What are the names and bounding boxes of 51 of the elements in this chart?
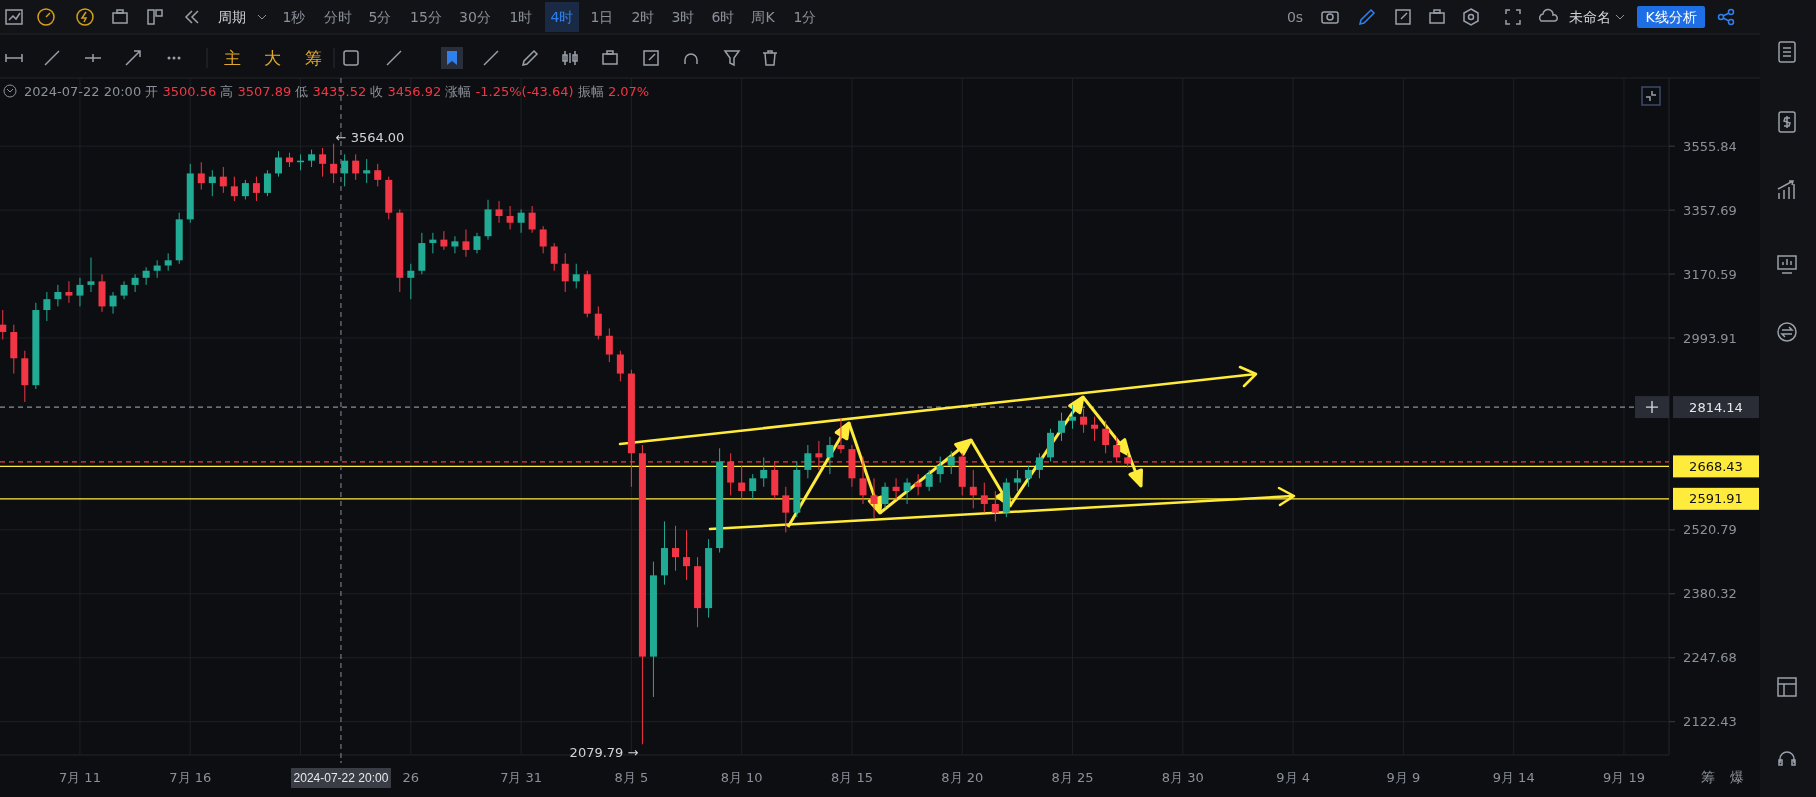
x-tick-label: 7月 11	[58, 769, 101, 785]
annotation: ← 3564.00	[335, 130, 405, 146]
x-tick-label: 8月 30	[1161, 769, 1204, 785]
text: 周期	[218, 8, 246, 25]
text: 30分	[459, 8, 491, 25]
x-tick-label: 9月 4	[1276, 769, 1310, 785]
text: 5分	[368, 8, 392, 25]
text: 1秒	[282, 8, 306, 25]
x-tick-label: 26	[402, 769, 420, 785]
ref-line-label: 2814.14	[1689, 399, 1743, 415]
text: 6时	[711, 8, 735, 25]
x-tick-label: 8月 20	[941, 769, 984, 785]
x-tick-label: 9月 19	[1602, 769, 1645, 785]
y-tick-label: 2993.91	[1683, 330, 1737, 346]
text: 分时	[324, 8, 352, 25]
text: 爆	[1730, 768, 1744, 785]
text: 2时	[631, 8, 655, 25]
x-tick-label: 9月 14	[1492, 769, 1535, 785]
y-tick-label: 2247.68	[1683, 650, 1737, 666]
ref-line-label: 2024-07-22 20:00	[293, 771, 389, 786]
x-tick-label: 8月 5	[614, 769, 649, 785]
y-tick-label: 2122.43	[1683, 714, 1737, 730]
y-tick-label: 3170.59	[1683, 266, 1737, 282]
x-tick-label: 9月 9	[1386, 769, 1421, 785]
y-tick-label: 3555.84	[1683, 138, 1737, 154]
text: 未命名	[1569, 8, 1611, 25]
text: 1分	[793, 8, 817, 25]
y-tick-label: 2380.32	[1683, 586, 1737, 602]
text: 主	[223, 47, 241, 68]
y-tick-label: 3357.69	[1683, 202, 1737, 218]
x-tick-label: 7月 16	[169, 769, 212, 785]
text: 筹	[1701, 768, 1715, 785]
text: 15分	[410, 8, 442, 25]
text: 1日	[590, 8, 614, 25]
text: 1时	[509, 8, 533, 25]
x-tick-label: 7月 31	[500, 769, 543, 785]
text: 大	[263, 47, 281, 68]
ref-line-label: 2591.91	[1689, 491, 1743, 507]
ref-line-label: 2668.43	[1689, 458, 1743, 474]
text: 周K	[751, 8, 776, 25]
x-tick-label: 8月 10	[720, 769, 763, 785]
header-info-icon-free: 2024-07-22 20:00 开 3500.56 高 3507.89 低 3435.52 收 3456.92 涨幅 -1.25%(-43.64) 振幅 2.07%	[3, 83, 650, 99]
y-tick-label: 2520.79	[1683, 522, 1737, 538]
text: 4时	[550, 8, 574, 25]
x-tick-label: 8月 15	[830, 769, 873, 785]
text: 3时	[671, 8, 695, 25]
text: K线分析	[1645, 8, 1697, 25]
x-tick-label: 8月 25	[1051, 769, 1094, 785]
text: 0s	[1286, 8, 1304, 25]
annotation: 2079.79 →	[569, 744, 639, 760]
text: 筹	[304, 47, 322, 68]
